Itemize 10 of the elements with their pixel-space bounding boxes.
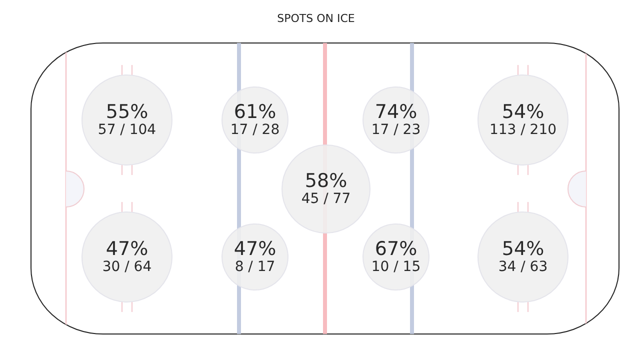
data-label: 67% 10 / 15 — [371, 238, 421, 275]
data-label: 55% 57 / 104 — [98, 101, 156, 138]
data-label: 74% 17 / 23 — [371, 101, 421, 138]
text: SPOTS ON ICE — [277, 12, 355, 25]
data-label: 47% 8 / 17 — [234, 238, 276, 275]
data-label: 58% 45 / 77 — [301, 170, 351, 207]
data-label: 47% 30 / 64 — [102, 238, 152, 275]
data-label: 54% 34 / 63 — [498, 238, 548, 275]
data-label: 61% 17 / 28 — [230, 101, 280, 138]
data-label: 54% 113 / 210 — [489, 101, 557, 138]
